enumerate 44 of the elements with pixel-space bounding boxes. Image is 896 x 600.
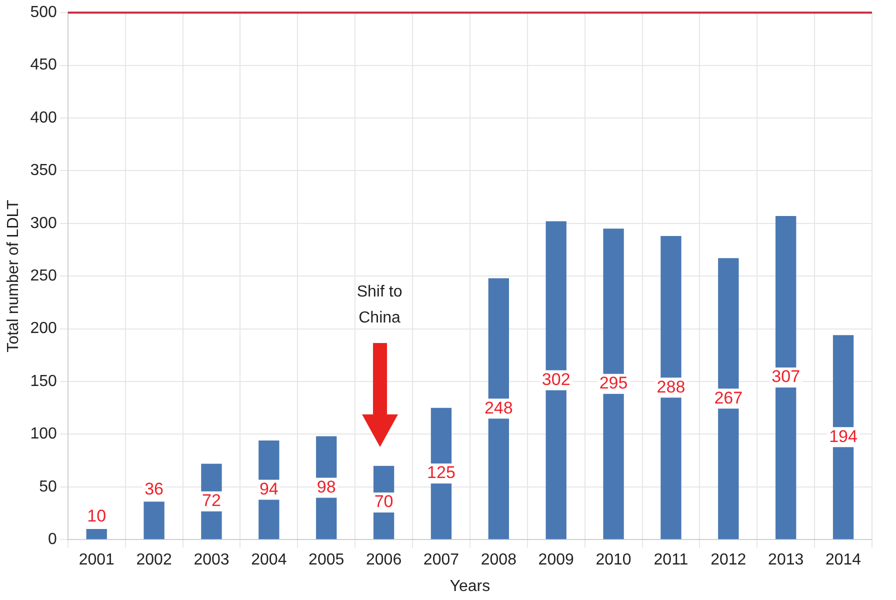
y-tick-label: 100	[30, 426, 57, 443]
data-label: 248	[484, 398, 513, 418]
y-tick-label: 150	[30, 372, 57, 390]
y-tick-label: 50	[39, 478, 57, 496]
annotation: Shif to China	[356, 284, 402, 327]
data-label: 307	[772, 367, 800, 386]
data-label: 125	[427, 463, 456, 482]
x-tick-label: 2004	[251, 552, 287, 569]
data-label: 98	[316, 477, 336, 496]
x-axis-title: Years	[450, 578, 490, 595]
data-label: 94	[259, 480, 278, 498]
bar	[144, 502, 164, 540]
data-label: 70	[374, 492, 394, 512]
y-tick-label: 200	[30, 320, 57, 338]
data-label: 288	[656, 377, 686, 396]
bar	[86, 529, 107, 540]
data-label: 302	[542, 370, 570, 389]
x-tick-label: 2008	[480, 552, 517, 569]
x-tick-label: 2007	[423, 552, 460, 569]
x-tick-label: 2001	[78, 552, 115, 569]
data-label: 295	[599, 374, 628, 393]
x-tick-label: 2011	[654, 552, 688, 569]
x-tick-label: 2009	[538, 552, 574, 569]
x-tick-label: 2013	[768, 552, 804, 569]
x-tick-label: 2010	[596, 552, 632, 569]
data-label: 194	[829, 426, 858, 446]
x-tick-label: 2002	[136, 552, 172, 569]
y-tick-label: 300	[30, 214, 57, 232]
x-tick-label: 2012	[710, 552, 746, 569]
x-tick-label: 2003	[194, 552, 230, 569]
data-label: 10	[87, 506, 106, 526]
y-axis-title: Total number of LDLT	[5, 200, 22, 352]
x-tick-label: 2006	[366, 552, 402, 569]
data-label: 36	[144, 479, 164, 498]
y-tick-label: 400	[30, 109, 57, 126]
y-tick-label: 500	[30, 4, 57, 22]
data-label: 267	[714, 388, 743, 408]
y-tick-label: 350	[30, 162, 57, 180]
x-tick-label: 2014	[825, 552, 862, 569]
y-tick-label: 0	[48, 531, 57, 548]
y-tick-label: 250	[30, 268, 57, 285]
x-tick-label: 2005	[308, 552, 344, 569]
y-tick-label: 450	[30, 56, 57, 74]
data-label: 72	[202, 491, 221, 510]
